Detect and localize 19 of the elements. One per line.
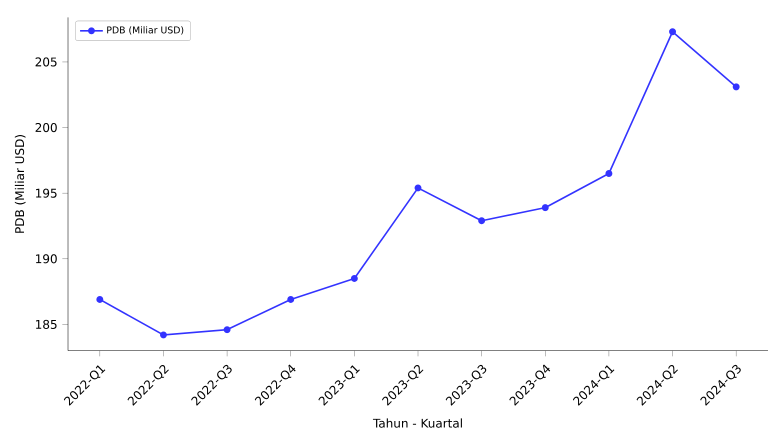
point	[224, 326, 231, 334]
y-tick-label: 195	[36, 188, 57, 198]
point	[350, 275, 358, 282]
legend-label: PDB (Miliar USD)	[107, 26, 184, 35]
point	[605, 170, 612, 177]
y-tick-label: 205	[36, 57, 57, 66]
point	[542, 204, 549, 212]
y-tick-label: 190	[36, 254, 57, 264]
y-tick-label: 200	[36, 123, 57, 132]
point	[669, 28, 676, 36]
point	[478, 217, 486, 224]
point	[287, 296, 294, 303]
y-axis-title: PDB (Miliar USD)	[14, 135, 26, 233]
point	[732, 83, 740, 90]
point	[160, 331, 167, 338]
y-tick-label: 185	[36, 320, 57, 329]
point	[414, 184, 422, 192]
x-axis-title: Tahun - Kuartal	[372, 418, 462, 428]
point	[96, 296, 104, 303]
